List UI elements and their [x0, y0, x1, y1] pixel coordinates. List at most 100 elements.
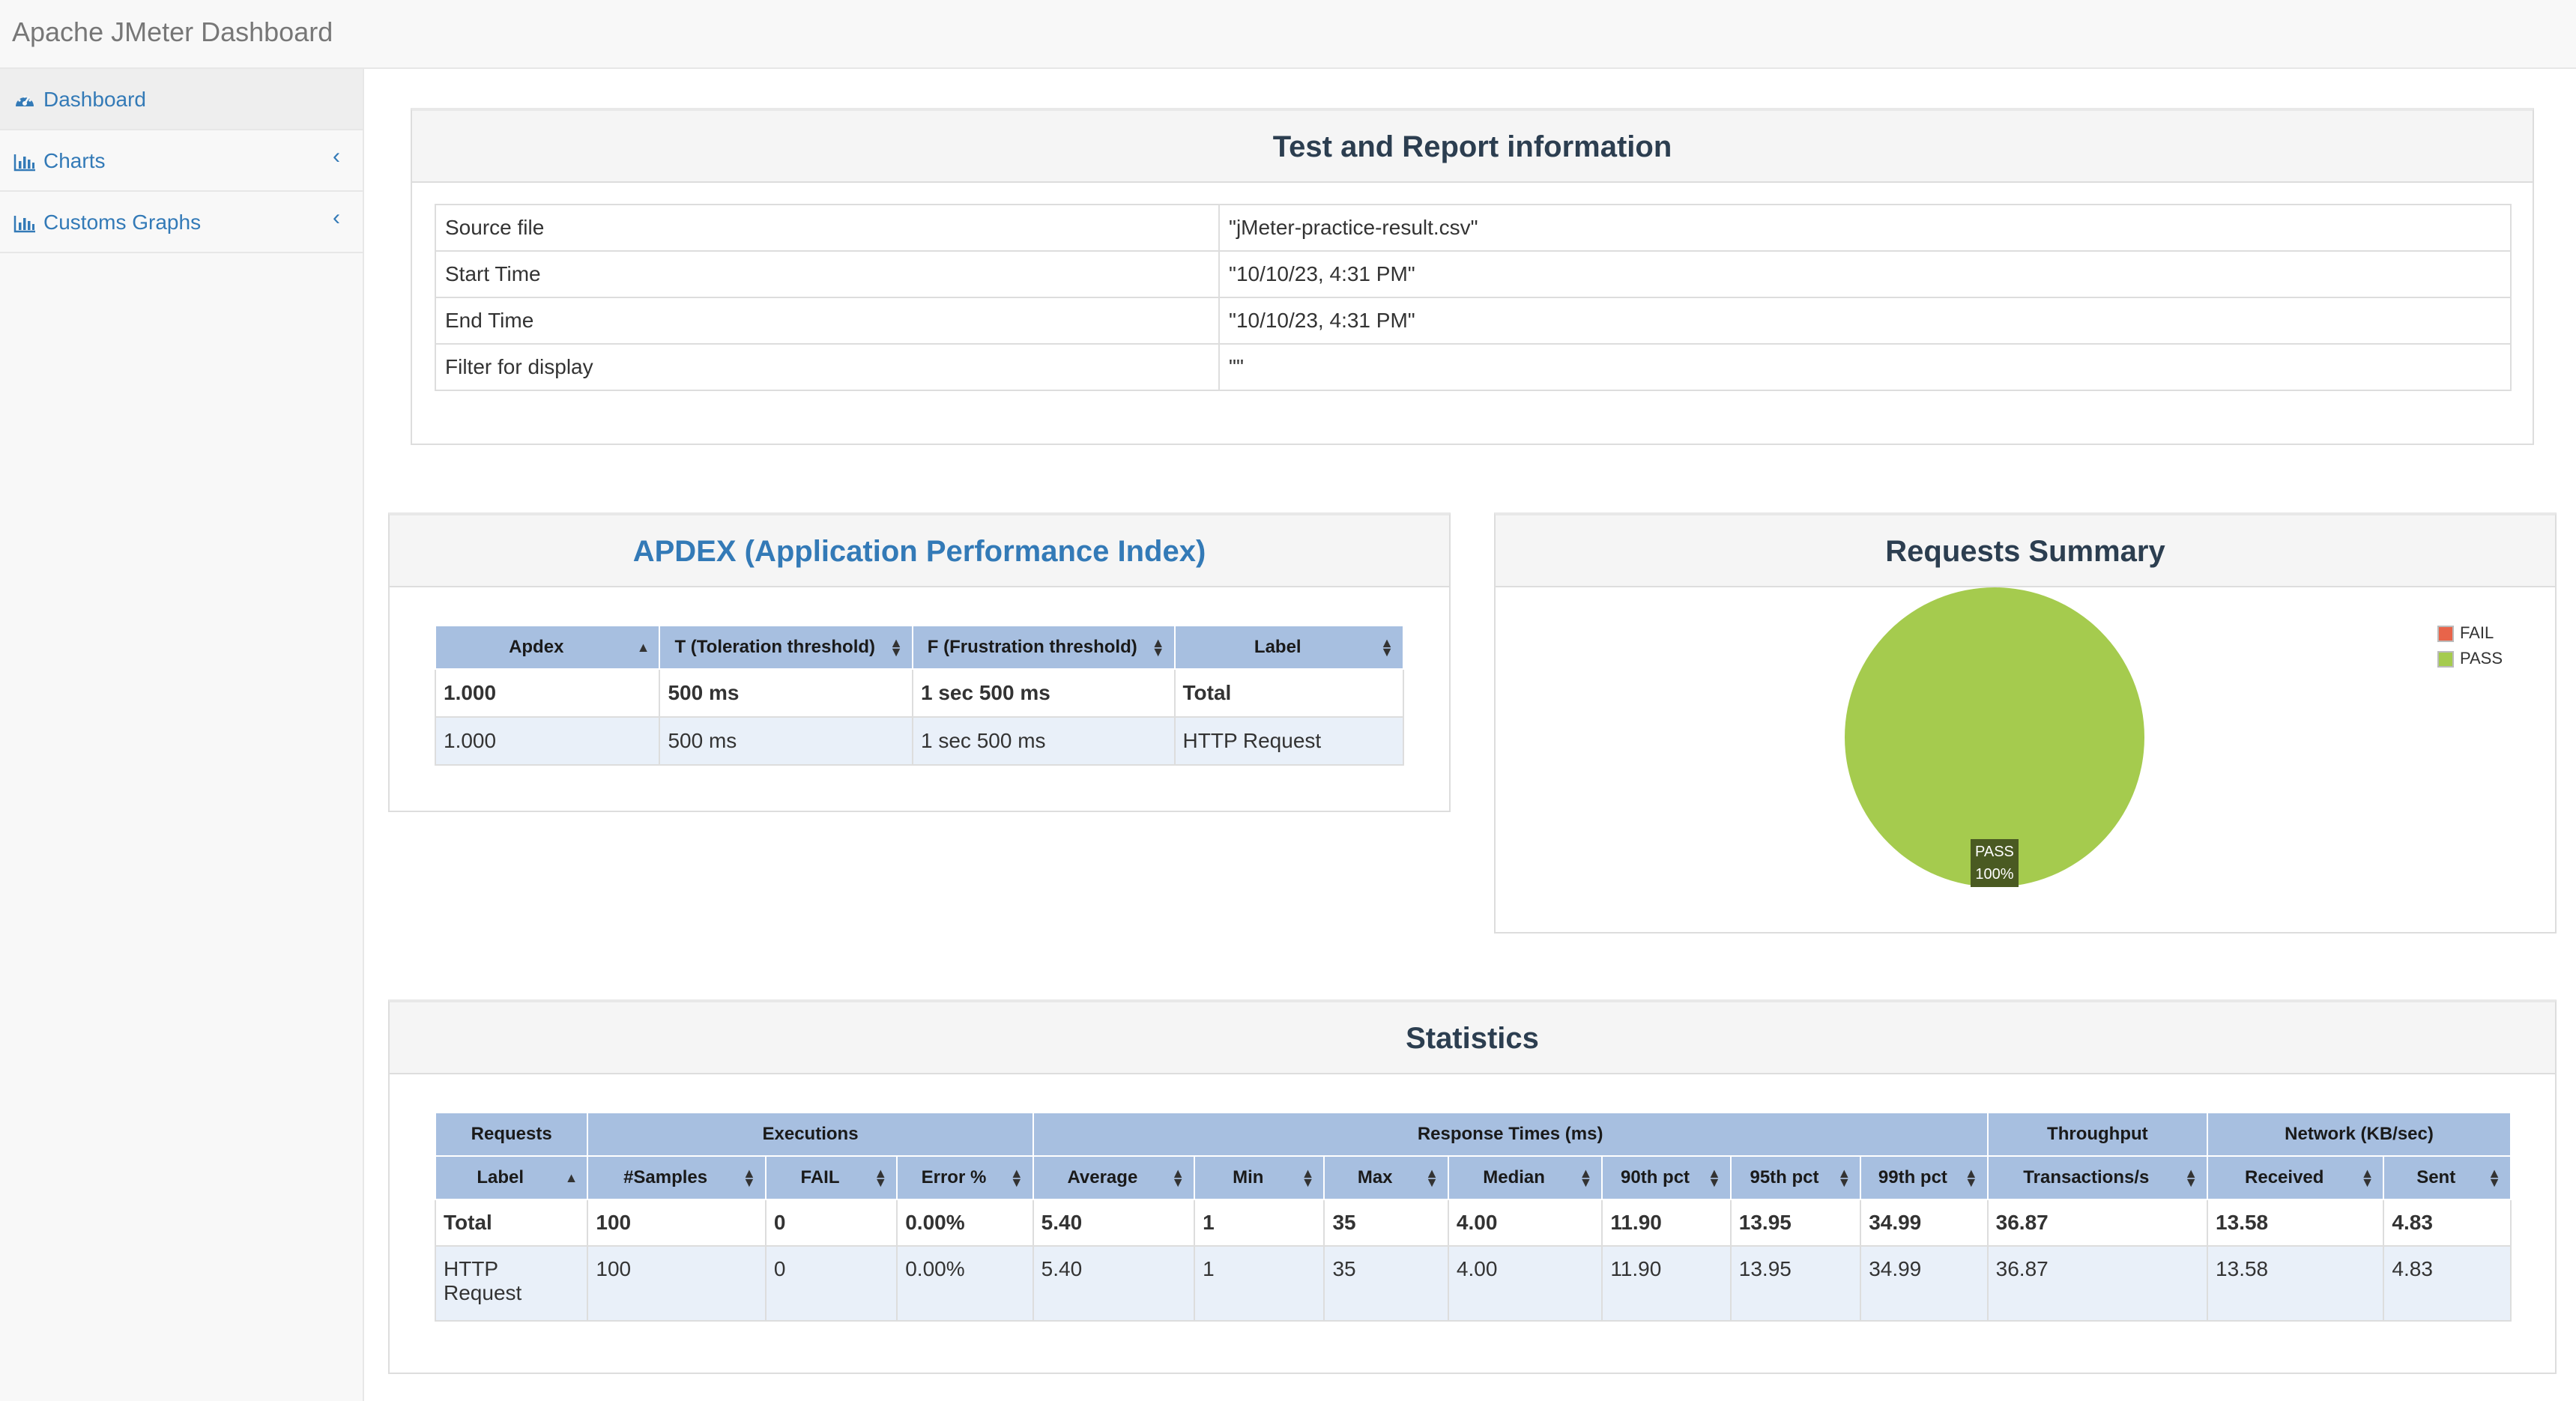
cell: 35	[1323, 1245, 1449, 1322]
cell: 5.40	[1032, 1245, 1196, 1322]
cell: 0	[764, 1199, 898, 1247]
sort-icon: ▲ ▼	[1579, 1166, 1593, 1190]
column-header-min[interactable]: Min ▲ ▼	[1194, 1155, 1325, 1200]
cell: 1	[1194, 1199, 1325, 1247]
column-header-apdex[interactable]: Apdex ▲	[434, 625, 661, 670]
info-value: "10/10/23, 4:31 PM"	[1218, 250, 2512, 298]
cell: Total	[1173, 668, 1405, 718]
cell: 0.00%	[896, 1199, 1034, 1247]
chevron-left-icon[interactable]: ‹	[333, 205, 340, 230]
sort-icon: ▲ ▼	[1964, 1166, 1978, 1190]
column-header-label[interactable]: Label ▲	[434, 1155, 589, 1200]
cell: 500 ms	[659, 716, 913, 766]
cell: 13.95	[1729, 1199, 1862, 1247]
cell: 1 sec 500 ms	[912, 668, 1176, 718]
cell: 36.87	[1986, 1245, 2209, 1322]
column-header-sent[interactable]: Sent ▲ ▼	[2383, 1155, 2512, 1200]
table-row: End Time "10/10/23, 4:31 PM"	[435, 297, 2512, 345]
panel-title[interactable]: APDEX (Application Performance Index)	[390, 515, 1449, 587]
cell: 0	[764, 1245, 898, 1322]
column-header-transactions-s[interactable]: Transactions/s ▲ ▼	[1986, 1155, 2209, 1200]
panel-title: Requests Summary	[1496, 515, 2555, 587]
table-row: Source file "jMeter-practice-result.csv"	[435, 204, 2512, 252]
column-header-99th-pct[interactable]: 99th pct ▲ ▼	[1860, 1155, 1989, 1200]
bar-chart-icon	[13, 216, 35, 233]
info-key: Start Time	[435, 250, 1220, 298]
group-header-requests: Requests	[434, 1112, 589, 1157]
column-header-samples[interactable]: #Samples ▲ ▼	[587, 1155, 767, 1200]
column-header-f[interactable]: F (Frustration threshold) ▲ ▼	[912, 625, 1176, 670]
column-header-error[interactable]: Error % ▲ ▼	[896, 1155, 1034, 1200]
sidebar-item-label: Customs Graphs	[43, 211, 202, 234]
column-header-max[interactable]: Max ▲ ▼	[1323, 1155, 1449, 1200]
cell: 1	[1194, 1245, 1325, 1322]
sort-icon: ▲ ▼	[1009, 1166, 1024, 1190]
sidebar-item-charts[interactable]: Charts ‹	[0, 130, 363, 192]
row-label-line: Request	[444, 1281, 522, 1304]
top-navbar: Apache JMeter Dashboard	[0, 0, 2576, 69]
cell: 11.90	[1601, 1199, 1732, 1247]
apdex-panel: APDEX (Application Performance Index) Ap…	[388, 512, 1451, 812]
sort-asc-icon: ▲	[564, 1170, 578, 1185]
sort-icon: ▲ ▼	[1837, 1166, 1851, 1190]
cell: HTTP Request	[1173, 716, 1405, 766]
legend-item-fail[interactable]: FAIL	[2437, 620, 2503, 646]
cell: 100	[587, 1245, 767, 1322]
column-header-received[interactable]: Received ▲ ▼	[2207, 1155, 2385, 1200]
table-row: 1.000 500 ms 1 sec 500 ms HTTP Request	[434, 716, 1405, 766]
cell: 11.90	[1601, 1245, 1732, 1322]
table-row: Start Time "10/10/23, 4:31 PM"	[435, 250, 2512, 298]
sort-icon: ▲ ▼	[889, 635, 903, 659]
apdex-table: Apdex ▲ T (Toleration threshold) ▲ ▼ F (Fru…	[434, 625, 1405, 766]
table-row: Filter for display ""	[435, 343, 2512, 391]
column-header-90th-pct[interactable]: 90th pct ▲ ▼	[1601, 1155, 1732, 1200]
info-key: Source file	[435, 204, 1220, 252]
cell: 100	[587, 1199, 767, 1247]
column-header-fail[interactable]: FAIL ▲ ▼	[764, 1155, 898, 1200]
sidebar-item-dashboard[interactable]: Dashboard	[0, 69, 363, 130]
cell: 0.00%	[896, 1245, 1034, 1322]
table-row-total: Total 100 0 0.00% 5.40 1 35 4.00 11.90 13.95 34.99…	[434, 1199, 2512, 1247]
requests-summary-panel: Requests Summary PASS 100% FAIL PASS	[1494, 512, 2557, 934]
cell: 36.87	[1986, 1199, 2209, 1247]
sort-icon: ▲ ▼	[2360, 1166, 2374, 1190]
report-info-panel: Test and Report information Source file …	[411, 108, 2534, 445]
slice-label-percent: 100%	[1975, 866, 2014, 883]
legend-label: FAIL	[2459, 623, 2494, 642]
panel-title: Test and Report information	[412, 111, 2533, 183]
pie-slice-pass[interactable]	[1845, 587, 2144, 887]
column-header-label[interactable]: Label ▲ ▼	[1173, 625, 1405, 670]
table-row-total: 1.000 500 ms 1 sec 500 ms Total	[434, 668, 1405, 718]
sort-asc-icon: ▲	[636, 640, 650, 655]
column-header-t[interactable]: T (Toleration threshold) ▲ ▼	[659, 625, 913, 670]
app-title[interactable]: Apache JMeter Dashboard	[12, 16, 333, 47]
info-value: "jMeter-practice-result.csv"	[1218, 204, 2512, 252]
chevron-left-icon[interactable]: ‹	[333, 144, 340, 169]
sidebar-item-label: Dashboard	[43, 88, 146, 111]
cell: 1.000	[434, 668, 661, 718]
cell: 4.00	[1447, 1245, 1603, 1322]
requests-pie-chart[interactable]	[1496, 587, 2558, 934]
column-header-95th-pct[interactable]: 95th pct ▲ ▼	[1729, 1155, 1862, 1200]
legend-item-pass[interactable]: PASS	[2437, 646, 2503, 671]
bar-chart-icon	[13, 154, 35, 172]
statistics-panel: Statistics Requests Executions Response …	[388, 999, 2557, 1374]
column-header-average[interactable]: Average ▲ ▼	[1032, 1155, 1196, 1200]
sidebar: Dashboard Charts ‹ Customs Graphs ‹	[0, 69, 364, 1401]
cell: 13.58	[2207, 1199, 2385, 1247]
cell: 13.95	[1729, 1245, 1862, 1322]
cell: 1.000	[434, 716, 661, 766]
cell: 13.58	[2207, 1245, 2385, 1322]
group-header-response-times: Response Times (ms)	[1032, 1112, 1989, 1157]
sort-icon: ▲ ▼	[742, 1166, 756, 1190]
cell: 1 sec 500 ms	[912, 716, 1176, 766]
dashboard-icon	[16, 95, 34, 106]
info-key: End Time	[435, 297, 1220, 345]
sort-icon: ▲ ▼	[2184, 1166, 2198, 1190]
column-header-median[interactable]: Median ▲ ▼	[1447, 1155, 1603, 1200]
sidebar-item-customs-graphs[interactable]: Customs Graphs ‹	[0, 192, 363, 253]
info-value: "10/10/23, 4:31 PM"	[1218, 297, 2512, 345]
statistics-table: Requests Executions Response Times (ms) …	[434, 1112, 2512, 1322]
chart-legend: FAIL PASS	[2437, 620, 2503, 671]
sort-icon: ▲ ▼	[1425, 1166, 1439, 1190]
